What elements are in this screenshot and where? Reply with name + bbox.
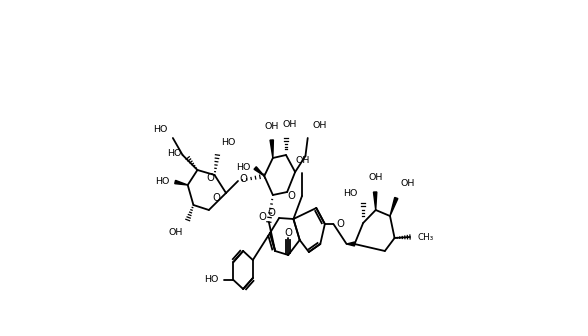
Text: O: O [206,173,215,183]
Text: O: O [213,193,221,203]
Polygon shape [390,198,398,216]
Text: HO: HO [156,177,170,186]
Polygon shape [270,140,273,158]
Text: HO: HO [167,150,182,159]
Text: OH: OH [169,228,183,237]
Text: OH: OH [296,156,310,165]
Text: O: O [284,228,292,238]
Text: O: O [336,219,345,229]
Text: HO: HO [343,190,358,199]
Text: OH: OH [282,120,296,129]
Text: OH: OH [369,173,383,182]
Text: HO: HO [204,276,219,285]
Text: HO: HO [153,126,168,134]
Polygon shape [175,180,188,185]
Polygon shape [346,242,355,246]
Polygon shape [373,192,377,210]
Text: O: O [239,174,247,184]
Text: OH: OH [401,179,415,188]
Text: O: O [259,212,266,222]
Text: O: O [287,191,295,201]
Text: HO: HO [236,164,250,172]
Text: O: O [267,208,275,218]
Polygon shape [254,167,264,176]
Text: OH: OH [265,122,279,131]
Text: HO: HO [222,138,236,147]
Text: OH: OH [312,121,327,130]
Text: CH₃: CH₃ [417,233,434,242]
